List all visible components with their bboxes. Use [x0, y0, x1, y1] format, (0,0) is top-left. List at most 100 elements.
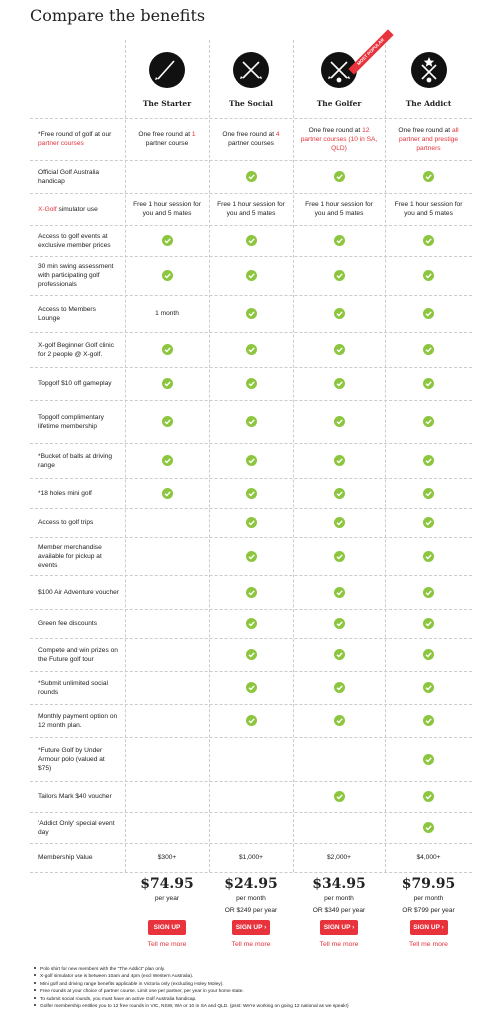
check-icon — [245, 308, 257, 319]
check-icon — [333, 517, 345, 528]
plan-cell — [293, 575, 385, 609]
check-icon — [245, 487, 257, 499]
plan-cell — [209, 781, 293, 812]
tell-me-more-link[interactable]: Tell me more — [231, 941, 271, 948]
plan-cell — [385, 225, 472, 256]
plan-cell — [385, 575, 472, 609]
sign-up-button[interactable]: SIGN UP › — [409, 920, 448, 935]
plan-icon — [149, 52, 185, 88]
bullet — [34, 974, 36, 977]
link-text[interactable]: all partner and prestige partners — [398, 126, 459, 152]
check-icon — [245, 344, 257, 355]
plan-cell — [125, 508, 209, 537]
plan-cell — [209, 537, 293, 575]
row-divider — [30, 225, 472, 226]
plan-cell — [209, 225, 293, 256]
footnote: Polo shirt for new members with the "The… — [34, 966, 474, 973]
link-text[interactable]: 4 — [275, 131, 280, 138]
check-icon — [161, 455, 173, 466]
tell-me-more-link[interactable]: Tell me more — [147, 941, 187, 948]
check-icon — [333, 171, 345, 182]
footnote-text: Mini golf and driving range benefits app… — [40, 981, 224, 987]
column-divider — [293, 40, 294, 872]
text: partner courses — [228, 140, 274, 147]
check-icon — [423, 378, 434, 389]
row-divider — [30, 812, 472, 813]
plan-price: $24.95 — [224, 876, 278, 892]
check-icon — [333, 270, 345, 281]
link-text[interactable]: X-Golf — [38, 205, 57, 213]
plan-cell — [209, 704, 293, 737]
plan-cell — [125, 332, 209, 367]
check-icon — [245, 455, 257, 466]
plan-cell — [385, 704, 472, 737]
plan-cell — [385, 812, 472, 843]
plan-cell — [385, 160, 472, 193]
link-text[interactable]: 1 — [191, 131, 196, 138]
link-text[interactable]: 12 partner courses (10 in SA, QLD) — [300, 126, 378, 152]
plan-cell — [385, 400, 472, 443]
sign-up-button[interactable]: SIGN UP › — [320, 920, 358, 935]
bullet — [34, 989, 36, 992]
sign-up-button[interactable]: SIGN UP — [148, 920, 186, 935]
plan-cell — [125, 160, 209, 193]
plan-cell — [293, 225, 385, 256]
cell-text: One free round at all partner and presti… — [391, 126, 466, 153]
check-icon — [423, 416, 434, 427]
plan-cell: 1 month — [155, 310, 179, 317]
row-divider — [30, 537, 472, 538]
plan-cell: Free 1 hour session for you and 5 mates — [394, 201, 463, 217]
plan-cell — [385, 256, 472, 295]
plan-cell — [293, 160, 385, 193]
cell-text: One free round at 4 partner courses — [215, 130, 287, 148]
row-divider — [30, 575, 472, 576]
plan-cell — [385, 367, 472, 400]
check-icon — [161, 487, 173, 499]
plan-name: The Addict — [405, 99, 452, 108]
plan-cell: Free 1 hour session for you and 5 mates — [305, 201, 373, 217]
footnote: Mini golf and driving range benefits app… — [34, 981, 474, 988]
check-icon — [423, 517, 434, 528]
check-icon — [423, 586, 434, 598]
check-icon — [423, 235, 434, 246]
plan-cell — [209, 295, 293, 332]
plan-cell — [293, 443, 385, 478]
plan-cell — [209, 478, 293, 508]
link-text[interactable]: partner courses — [38, 140, 84, 147]
check-icon — [245, 715, 257, 726]
row-label: X-Golf simulator use — [30, 193, 125, 225]
check-icon — [245, 270, 257, 281]
plan-cell: $2,000+ — [326, 854, 352, 861]
column-divider — [385, 40, 386, 872]
plan-cell — [293, 812, 385, 843]
check-icon — [423, 649, 434, 660]
plan-cell — [125, 638, 209, 671]
tell-me-more-link[interactable]: Tell me more — [409, 941, 448, 948]
tell-me-more-link[interactable]: Tell me more — [319, 941, 359, 948]
sign-up-button[interactable]: SIGN UP › — [232, 920, 270, 935]
plan-cell — [385, 332, 472, 367]
check-icon — [333, 682, 345, 693]
check-icon — [333, 378, 345, 389]
plan-cell — [209, 443, 293, 478]
plan-cell — [293, 704, 385, 737]
plan-cell — [293, 478, 385, 508]
row-divider — [30, 256, 472, 257]
price-period: per year — [154, 895, 180, 902]
plan-cell: One free round at 12 partner courses (10… — [293, 118, 385, 160]
check-icon — [333, 487, 345, 499]
row-divider — [30, 671, 472, 672]
row-divider — [30, 609, 472, 610]
check-icon — [333, 344, 345, 355]
bullet — [34, 996, 36, 999]
check-icon — [423, 270, 434, 281]
check-icon — [245, 649, 257, 660]
plan-cell — [293, 671, 385, 704]
column-divider — [125, 40, 126, 872]
plan-cell — [209, 638, 293, 671]
plan-cell — [385, 478, 472, 508]
check-icon — [161, 416, 173, 427]
plan-cell — [385, 671, 472, 704]
check-icon — [245, 416, 257, 427]
footnote-text: X-golf simulator use is between 10am and… — [40, 974, 194, 980]
